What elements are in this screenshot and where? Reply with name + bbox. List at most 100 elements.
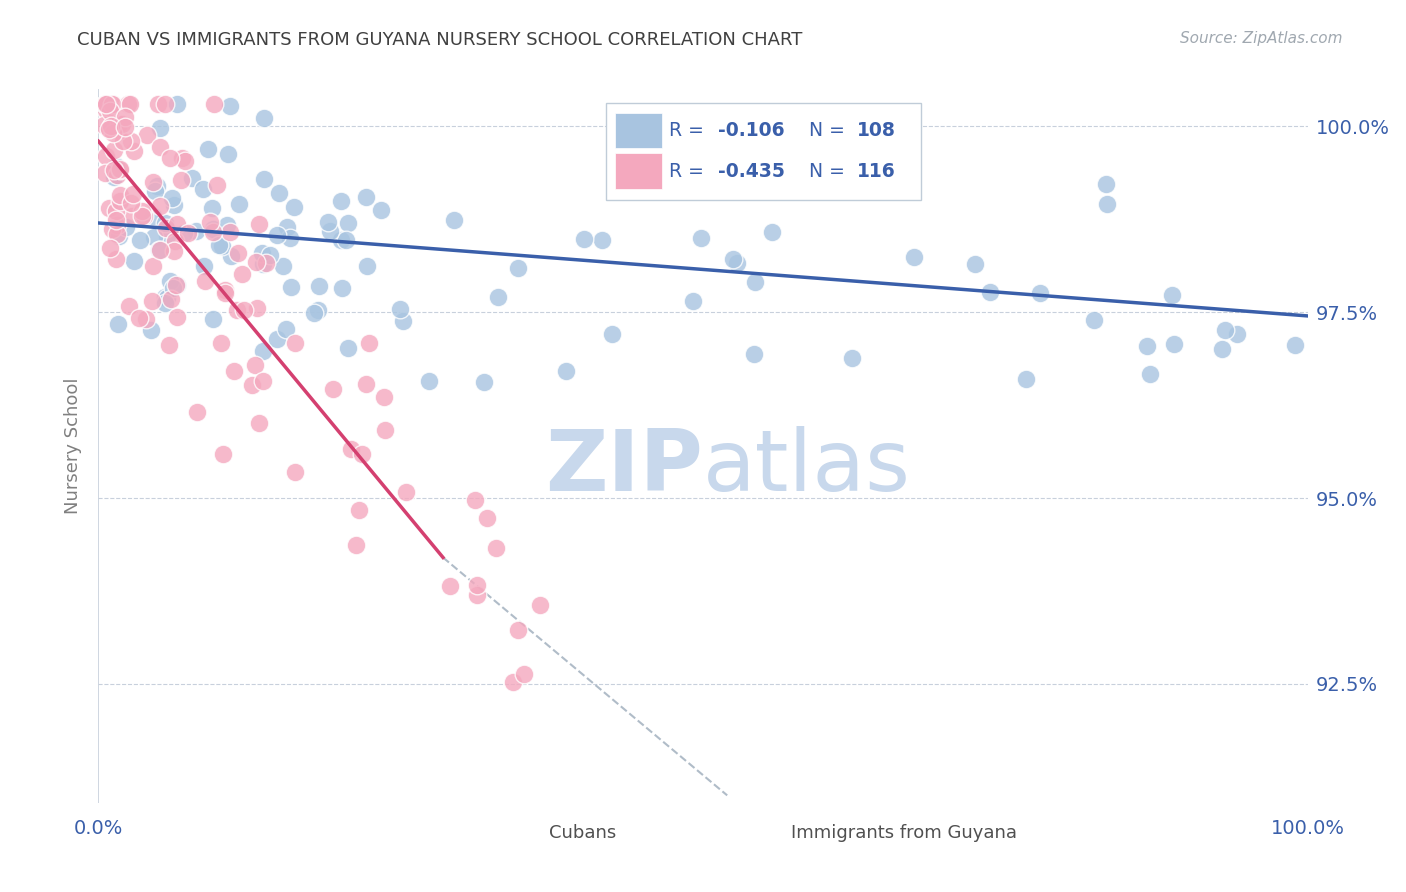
Point: [149, 199, 172, 213]
Point: [308, 278, 330, 293]
Point: [1139, 368, 1161, 382]
Point: [156, 291, 179, 305]
Point: [105, 168, 128, 182]
Y-axis label: Nursery School: Nursery School: [63, 377, 82, 515]
Point: [94, 97, 117, 112]
Point: [1226, 326, 1249, 341]
Point: [122, 145, 145, 159]
FancyBboxPatch shape: [614, 112, 662, 148]
Text: 116: 116: [856, 161, 896, 181]
Point: [250, 246, 273, 260]
Point: [103, 143, 125, 157]
Point: [725, 256, 748, 270]
Point: [252, 257, 274, 271]
Point: [439, 579, 461, 593]
Point: [761, 225, 783, 239]
Point: [114, 110, 136, 124]
Point: [252, 343, 274, 358]
Point: [475, 511, 498, 525]
Point: [689, 231, 711, 245]
Point: [318, 215, 340, 229]
Point: [330, 281, 353, 295]
Point: [329, 194, 352, 208]
Point: [269, 186, 291, 201]
Point: [266, 332, 288, 346]
Point: [97, 201, 120, 215]
Point: [485, 541, 508, 555]
Point: [359, 335, 381, 350]
Point: [143, 230, 166, 244]
Point: [443, 212, 465, 227]
Point: [166, 310, 188, 325]
Point: [166, 277, 188, 292]
Text: Source: ZipAtlas.com: Source: ZipAtlas.com: [1180, 31, 1343, 46]
Point: [177, 226, 200, 240]
Point: [208, 238, 231, 252]
Point: [120, 195, 142, 210]
Point: [1213, 323, 1236, 337]
Point: [108, 162, 131, 177]
Point: [218, 225, 240, 239]
Point: [418, 374, 440, 388]
Point: [340, 442, 363, 457]
Point: [259, 248, 281, 262]
Point: [134, 209, 156, 223]
Point: [104, 169, 127, 184]
Point: [349, 503, 371, 517]
Point: [136, 128, 159, 142]
Point: [254, 256, 277, 270]
Point: [252, 374, 274, 388]
Point: [336, 341, 359, 355]
Point: [122, 254, 145, 268]
Point: [108, 162, 131, 177]
Point: [163, 234, 186, 248]
Point: [157, 338, 180, 352]
Point: [114, 120, 136, 134]
Point: [1097, 196, 1119, 211]
Point: [128, 311, 150, 326]
Point: [337, 216, 360, 230]
Point: [742, 347, 765, 361]
Point: [104, 252, 127, 267]
Point: [98, 121, 121, 136]
Point: [202, 311, 225, 326]
Point: [128, 233, 150, 247]
Point: [101, 222, 124, 236]
Text: N =: N =: [810, 161, 851, 181]
Point: [202, 97, 225, 112]
Point: [170, 173, 193, 187]
Point: [373, 390, 395, 404]
Point: [117, 97, 139, 112]
Point: [335, 233, 357, 247]
Point: [356, 189, 378, 203]
Point: [94, 97, 117, 112]
Point: [304, 306, 326, 320]
Point: [280, 280, 302, 294]
Point: [139, 323, 162, 337]
Point: [105, 204, 128, 219]
Point: [194, 274, 217, 288]
Point: [247, 217, 270, 231]
Point: [319, 224, 342, 238]
Point: [159, 274, 181, 288]
Point: [162, 191, 184, 205]
FancyBboxPatch shape: [614, 153, 662, 189]
Point: [166, 97, 188, 112]
Point: [214, 283, 236, 297]
Point: [253, 112, 276, 126]
Point: [280, 231, 302, 245]
Point: [101, 126, 124, 140]
Point: [166, 217, 188, 231]
Point: [506, 260, 529, 275]
Point: [159, 151, 181, 165]
Point: [388, 301, 411, 316]
Point: [103, 169, 125, 184]
Point: [131, 209, 153, 223]
Point: [159, 292, 181, 306]
Point: [184, 224, 207, 238]
Point: [149, 121, 172, 136]
Point: [253, 171, 276, 186]
Point: [1136, 339, 1159, 353]
Point: [392, 314, 415, 328]
Point: [472, 375, 495, 389]
